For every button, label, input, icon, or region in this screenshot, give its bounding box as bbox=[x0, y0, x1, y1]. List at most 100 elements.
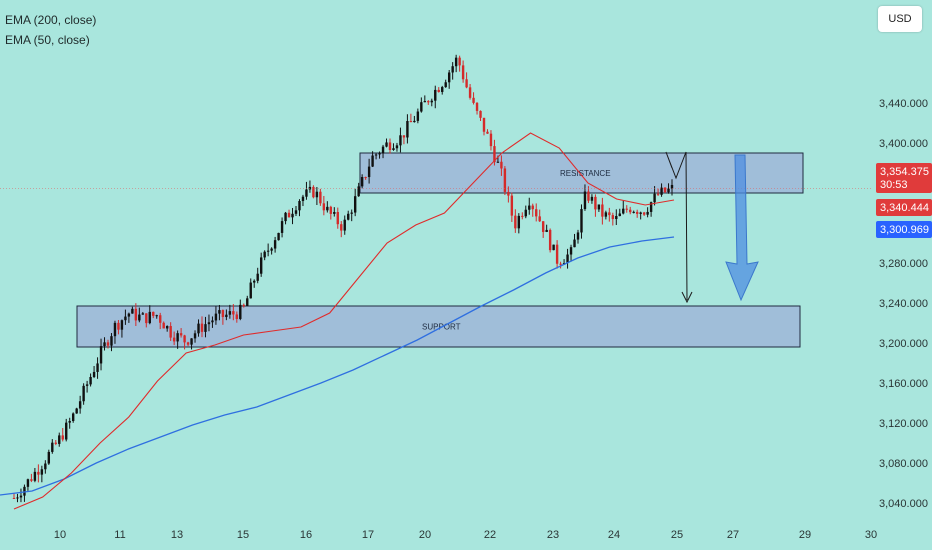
candle bbox=[625, 205, 628, 213]
candle bbox=[632, 210, 635, 214]
candles-layer bbox=[12, 54, 674, 503]
candle bbox=[239, 299, 242, 321]
candle bbox=[253, 279, 256, 288]
candle bbox=[333, 207, 336, 217]
x-tick-label: 22 bbox=[484, 529, 496, 541]
candle bbox=[343, 215, 346, 235]
x-tick-label: 17 bbox=[362, 529, 374, 541]
candle bbox=[608, 207, 611, 222]
candle bbox=[528, 197, 531, 215]
candle bbox=[486, 129, 489, 134]
candle bbox=[218, 304, 221, 321]
candle bbox=[364, 176, 367, 180]
candle bbox=[402, 135, 406, 145]
bearish-target-arrow bbox=[725, 154, 759, 302]
candle bbox=[12, 493, 16, 500]
candle bbox=[263, 250, 266, 261]
annotations-layer bbox=[0, 151, 872, 304]
candle bbox=[110, 333, 113, 352]
y-tick-label: 3,200.000 bbox=[879, 338, 928, 350]
candle bbox=[273, 236, 277, 253]
candle bbox=[315, 186, 319, 205]
candle bbox=[381, 144, 385, 159]
candle bbox=[301, 194, 305, 207]
candle bbox=[667, 183, 670, 194]
candle bbox=[622, 200, 625, 215]
candle bbox=[409, 113, 413, 123]
candle bbox=[479, 110, 482, 121]
candle bbox=[482, 117, 486, 136]
y-tick-label: 3,120.000 bbox=[879, 418, 928, 430]
candle bbox=[559, 261, 562, 269]
candle bbox=[468, 84, 472, 100]
candle bbox=[656, 188, 660, 196]
candle bbox=[270, 247, 273, 255]
candle bbox=[465, 72, 468, 89]
candle bbox=[367, 158, 371, 184]
candle bbox=[266, 243, 270, 257]
candle bbox=[360, 174, 364, 189]
candle bbox=[566, 248, 569, 269]
candle bbox=[284, 211, 287, 225]
candle bbox=[441, 85, 444, 95]
candle bbox=[148, 305, 151, 325]
candle bbox=[642, 211, 646, 216]
candle bbox=[475, 102, 479, 115]
candle bbox=[430, 98, 433, 107]
candle bbox=[385, 138, 388, 148]
candle bbox=[531, 203, 534, 217]
candle bbox=[670, 179, 674, 196]
candle bbox=[322, 195, 326, 216]
x-tick-label: 30 bbox=[865, 529, 877, 541]
candle bbox=[312, 185, 315, 199]
candle bbox=[44, 460, 47, 474]
zone-label-resistance: RESISTANCE bbox=[560, 169, 611, 178]
candle bbox=[371, 151, 374, 168]
candle bbox=[179, 328, 183, 338]
candle bbox=[663, 187, 667, 194]
candle bbox=[427, 100, 430, 105]
candle bbox=[120, 319, 124, 338]
candle bbox=[152, 311, 155, 319]
candle bbox=[131, 306, 134, 314]
candle bbox=[204, 316, 207, 338]
candle bbox=[186, 341, 190, 347]
candle bbox=[294, 206, 298, 217]
candle bbox=[190, 338, 193, 350]
y-tick-label: 3,280.000 bbox=[879, 258, 928, 270]
candle bbox=[40, 465, 44, 483]
candle bbox=[280, 217, 284, 238]
candle bbox=[193, 330, 197, 343]
candle bbox=[447, 69, 451, 89]
candle bbox=[350, 209, 353, 222]
currency-button[interactable]: USD bbox=[878, 6, 922, 32]
candle bbox=[92, 366, 96, 379]
candle bbox=[221, 309, 225, 325]
candle bbox=[420, 97, 423, 113]
x-tick-label: 10 bbox=[54, 529, 66, 541]
zone-resistance[interactable] bbox=[359, 152, 804, 194]
candle bbox=[388, 138, 392, 154]
candle bbox=[517, 213, 521, 234]
candle bbox=[503, 166, 507, 196]
legend-ema-200[interactable]: EMA (200, close) bbox=[5, 13, 97, 27]
price-tag: 3,340.444 bbox=[876, 199, 932, 216]
candle bbox=[26, 478, 30, 491]
candle bbox=[541, 221, 545, 238]
candle bbox=[510, 192, 514, 222]
candle bbox=[374, 153, 378, 160]
candle bbox=[347, 210, 350, 221]
candle bbox=[65, 418, 68, 442]
candle bbox=[172, 331, 176, 346]
candle bbox=[30, 473, 33, 483]
candle bbox=[618, 208, 621, 217]
candle bbox=[51, 439, 54, 454]
legend-ema-50[interactable]: EMA (50, close) bbox=[5, 33, 90, 47]
time-axis[interactable]: 10 11 13 15 16 17 20 22 23 24 25 27 29 30 bbox=[54, 529, 877, 541]
price-axis[interactable]: 3,040.000 3,080.000 3,120.000 3,160.000 3,20… bbox=[879, 98, 928, 510]
candle bbox=[225, 309, 228, 321]
candle bbox=[326, 201, 329, 213]
price-tag: 3,300.969 bbox=[876, 221, 932, 238]
